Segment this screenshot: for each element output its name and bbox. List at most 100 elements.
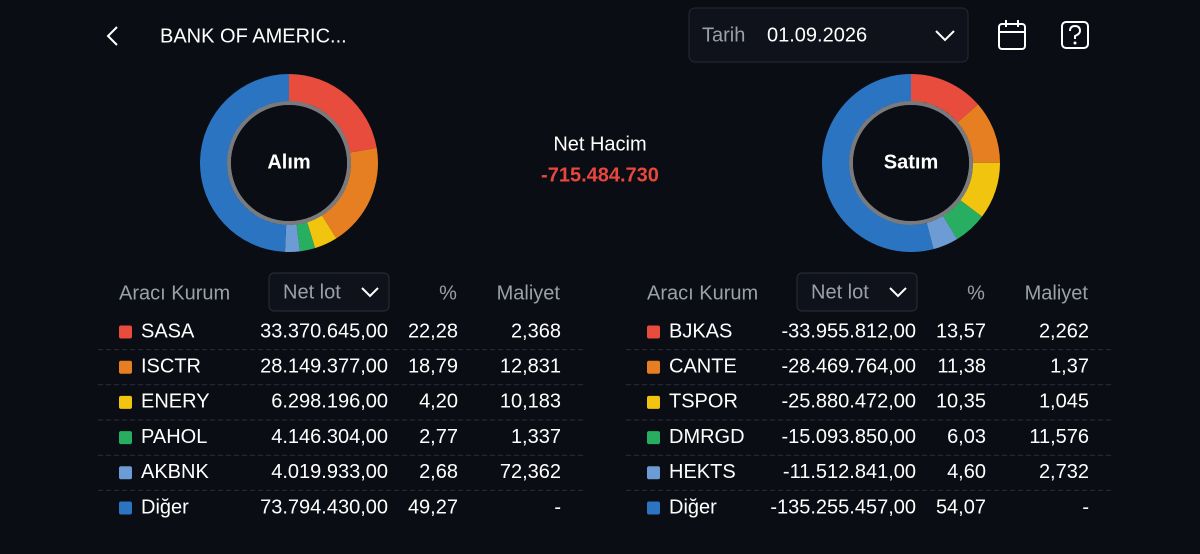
donut-segment bbox=[957, 104, 1000, 163]
legend-swatch bbox=[119, 360, 132, 374]
legend-swatch bbox=[647, 466, 660, 480]
broker-name: PAHOL bbox=[141, 426, 207, 448]
donut-segment bbox=[911, 74, 979, 123]
dropdown-chevron bbox=[361, 287, 379, 298]
donut-segment bbox=[926, 216, 958, 250]
donut-hole bbox=[231, 105, 347, 221]
donut-segment bbox=[321, 147, 378, 239]
cost: 1,337 bbox=[511, 426, 561, 448]
dropdown-chevron bbox=[889, 287, 907, 298]
percent: 54,07 bbox=[936, 496, 986, 518]
cost: 10,183 bbox=[500, 391, 561, 413]
donut-segment bbox=[822, 74, 934, 253]
legend-swatch bbox=[119, 466, 132, 480]
donut-label: Satım bbox=[884, 151, 938, 173]
percent: 2,68 bbox=[419, 461, 458, 483]
sort-dropdown[interactable] bbox=[796, 272, 918, 312]
cost: 1,37 bbox=[1050, 355, 1089, 377]
cost: 2,262 bbox=[1039, 320, 1089, 342]
legend-swatch bbox=[647, 360, 660, 374]
help-button[interactable] bbox=[1061, 21, 1089, 49]
donut-segment bbox=[960, 162, 1000, 217]
percent: 13,57 bbox=[936, 320, 986, 342]
date-picker[interactable] bbox=[688, 7, 969, 63]
sort-dropdown[interactable] bbox=[268, 272, 390, 312]
percent: 4,60 bbox=[947, 461, 986, 483]
broker-name: BJKAS bbox=[669, 320, 732, 342]
broker-name: Diğer bbox=[141, 496, 189, 518]
cost: 11,576 bbox=[1029, 426, 1089, 448]
percent: 4,20 bbox=[419, 391, 458, 413]
legend-swatch bbox=[647, 431, 660, 445]
cost: 12,831 bbox=[500, 355, 561, 377]
percent: 11,38 bbox=[937, 355, 986, 377]
legend-swatch bbox=[119, 395, 132, 409]
net-lot: -15.093.850,00 bbox=[781, 426, 916, 448]
donut-segment bbox=[289, 74, 377, 153]
net-volume-label: Net Hacim bbox=[553, 133, 646, 155]
cost: 72,362 bbox=[500, 461, 561, 483]
percent: 22,28 bbox=[408, 320, 458, 342]
donut-inner-ring bbox=[849, 101, 973, 225]
legend-swatch bbox=[647, 325, 660, 339]
dropdown-chevron bbox=[935, 30, 955, 42]
percent: 18,79 bbox=[408, 355, 458, 377]
column-header: Maliyet bbox=[1025, 282, 1089, 304]
percent: 2,77 bbox=[419, 426, 458, 448]
donut-segment bbox=[296, 222, 316, 252]
broker-name: TSPOR bbox=[669, 391, 738, 413]
net-lot: -135.255.457,00 bbox=[770, 496, 916, 518]
broker-name: Diğer bbox=[669, 496, 717, 518]
net-lot: 6.298.196,00 bbox=[271, 391, 388, 413]
legend-swatch bbox=[119, 501, 132, 515]
broker-name: ENERY bbox=[141, 391, 210, 413]
calendar-button[interactable] bbox=[998, 20, 1026, 50]
legend-swatch bbox=[119, 325, 132, 339]
cost: 2,368 bbox=[511, 320, 561, 342]
broker-name: AKBNK bbox=[141, 461, 209, 483]
donut-segment bbox=[284, 224, 300, 252]
donut-segment bbox=[943, 200, 983, 240]
percent: 6,03 bbox=[947, 426, 986, 448]
cost: - bbox=[554, 496, 561, 518]
donut-hole bbox=[853, 105, 969, 221]
broker-name: CANTE bbox=[669, 355, 737, 377]
date-label: Tarih bbox=[702, 24, 745, 46]
donut-label: Alım bbox=[267, 151, 310, 173]
broker-name: ISCTR bbox=[141, 355, 201, 377]
net-lot: -11.512.841,00 bbox=[783, 461, 916, 483]
legend-swatch bbox=[647, 501, 660, 515]
net-lot: 33.370.645,00 bbox=[260, 320, 388, 342]
net-volume-value: -715.484.730 bbox=[541, 164, 659, 186]
back-button[interactable] bbox=[106, 26, 118, 46]
percent: 49,27 bbox=[408, 496, 458, 518]
title: BANK OF AMERIC... bbox=[160, 25, 347, 47]
date-value: 01.09.2026 bbox=[767, 24, 867, 46]
column-header: Aracı Kurum bbox=[119, 282, 230, 304]
net-lot: -28.469.764,00 bbox=[781, 355, 916, 377]
donut-segment bbox=[199, 74, 289, 252]
donut-segment bbox=[307, 215, 337, 249]
legend-swatch bbox=[647, 395, 660, 409]
net-lot: 73.794.430,00 bbox=[260, 496, 388, 518]
legend-swatch bbox=[119, 431, 132, 445]
column-header: Net lot bbox=[811, 281, 869, 303]
net-lot: -33.955.812,00 bbox=[781, 320, 916, 342]
donut-inner-ring bbox=[227, 101, 351, 225]
column-header: % bbox=[439, 282, 457, 304]
column-header: % bbox=[967, 282, 985, 304]
broker-name: HEKTS bbox=[669, 461, 736, 483]
percent: 10,35 bbox=[936, 391, 986, 413]
cost: 2,732 bbox=[1039, 461, 1089, 483]
broker-name: SASA bbox=[141, 320, 195, 342]
broker-name: DMRGD bbox=[669, 426, 745, 448]
column-header: Aracı Kurum bbox=[647, 282, 758, 304]
column-header: Maliyet bbox=[497, 282, 561, 304]
cost: - bbox=[1082, 496, 1089, 518]
net-lot: 28.149.377,00 bbox=[260, 355, 388, 377]
net-lot: -25.880.472,00 bbox=[781, 391, 916, 413]
column-header: Net lot bbox=[283, 281, 341, 303]
